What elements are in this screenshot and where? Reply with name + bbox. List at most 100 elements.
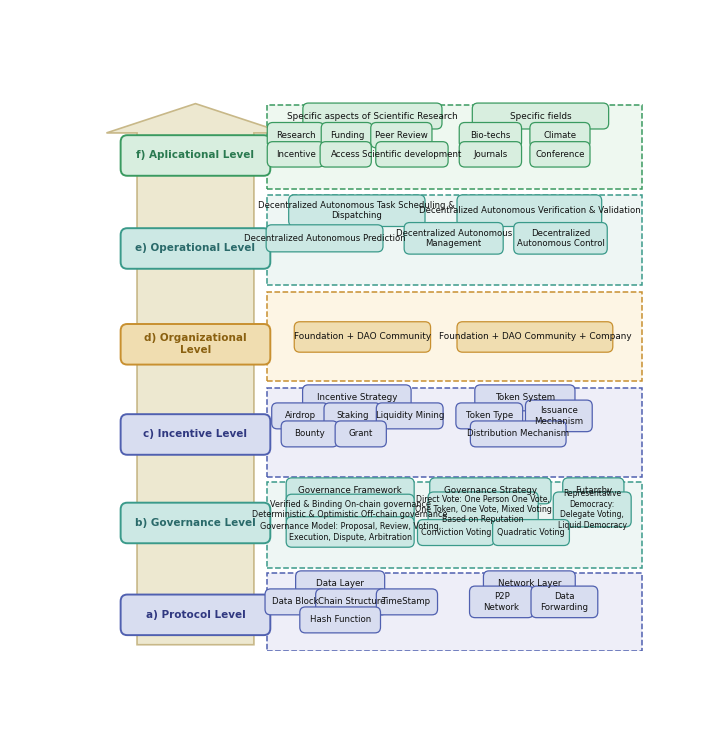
Text: Distribution Mechanism: Distribution Mechanism xyxy=(467,430,569,438)
FancyBboxPatch shape xyxy=(316,589,387,615)
Text: c) Incentive Level: c) Incentive Level xyxy=(144,430,248,439)
FancyBboxPatch shape xyxy=(265,589,326,615)
Bar xyxy=(266,195,642,285)
Text: Verified & Binding On-chain governance
Deterministic & Optimistic Off-chain gove: Verified & Binding On-chain governance D… xyxy=(253,500,448,519)
FancyBboxPatch shape xyxy=(428,492,538,527)
Text: Representative
Democracy:
Delegate Voting,
Liquid Democracy: Representative Democracy: Delegate Votin… xyxy=(558,490,627,529)
FancyBboxPatch shape xyxy=(554,492,631,527)
Text: Token Type: Token Type xyxy=(466,411,513,420)
Text: d) Organizational
Level: d) Organizational Level xyxy=(144,334,247,355)
Text: Decentralized Autonomous Verification & Validation: Decentralized Autonomous Verification & … xyxy=(419,206,640,215)
FancyBboxPatch shape xyxy=(267,122,324,148)
FancyBboxPatch shape xyxy=(493,520,569,545)
FancyBboxPatch shape xyxy=(121,503,270,543)
FancyBboxPatch shape xyxy=(294,322,431,352)
Text: b) Governance Level: b) Governance Level xyxy=(135,518,256,528)
Text: e) Operational Level: e) Operational Level xyxy=(136,244,256,253)
FancyBboxPatch shape xyxy=(267,142,324,167)
Text: Incentive Strategy: Incentive Strategy xyxy=(317,393,397,403)
FancyBboxPatch shape xyxy=(121,414,270,455)
Text: Climate: Climate xyxy=(544,131,577,140)
Text: P2P
Network: P2P Network xyxy=(483,592,520,611)
FancyBboxPatch shape xyxy=(281,421,338,447)
Text: Bounty: Bounty xyxy=(294,430,325,438)
FancyBboxPatch shape xyxy=(296,571,385,597)
FancyBboxPatch shape xyxy=(404,223,503,254)
Text: Decentralized Autonomous Task Scheduling &
Dispatching: Decentralized Autonomous Task Scheduling… xyxy=(258,201,455,220)
Text: Grant: Grant xyxy=(348,430,373,438)
Text: Futarchy: Futarchy xyxy=(574,486,612,496)
Text: Decentralized Autonomous
Management: Decentralized Autonomous Management xyxy=(396,228,512,248)
FancyBboxPatch shape xyxy=(470,421,566,447)
FancyBboxPatch shape xyxy=(470,586,533,618)
FancyBboxPatch shape xyxy=(563,478,624,504)
Text: Governance Strategy: Governance Strategy xyxy=(444,486,537,496)
FancyBboxPatch shape xyxy=(530,122,590,148)
FancyBboxPatch shape xyxy=(483,571,575,597)
FancyBboxPatch shape xyxy=(376,403,443,429)
Text: Access: Access xyxy=(331,150,360,159)
Text: Data
Forwarding: Data Forwarding xyxy=(541,592,589,611)
Text: Specific aspects of Scientific Research: Specific aspects of Scientific Research xyxy=(287,111,458,121)
Text: Airdrop: Airdrop xyxy=(284,411,316,420)
Text: Incentive: Incentive xyxy=(276,150,316,159)
Text: Scientific development: Scientific development xyxy=(363,150,462,159)
FancyBboxPatch shape xyxy=(324,403,381,429)
Text: Foundation + DAO Community: Foundation + DAO Community xyxy=(294,332,431,341)
Text: Governance Model: Proposal, Review, Voting,
Execution, Dispute, Arbitration: Governance Model: Proposal, Review, Voti… xyxy=(260,523,441,542)
FancyBboxPatch shape xyxy=(321,122,373,148)
Text: Liquidity Mining: Liquidity Mining xyxy=(376,411,444,420)
Text: Foundation + DAO Community + Company: Foundation + DAO Community + Company xyxy=(439,332,631,341)
Text: Bio-techs: Bio-techs xyxy=(470,131,510,140)
Text: Quadratic Voting: Quadratic Voting xyxy=(497,528,565,537)
Text: Funding: Funding xyxy=(330,131,364,140)
Text: Direct Vote: One Person One Vote,
One Token, One Vote, Mixed Voting
Based on Rep: Direct Vote: One Person One Vote, One To… xyxy=(415,495,551,524)
Bar xyxy=(266,482,642,568)
Bar xyxy=(266,105,642,190)
FancyBboxPatch shape xyxy=(531,586,598,618)
Text: Chain Structure: Chain Structure xyxy=(317,597,385,606)
FancyBboxPatch shape xyxy=(121,324,270,365)
FancyBboxPatch shape xyxy=(289,195,425,226)
FancyBboxPatch shape xyxy=(460,122,521,148)
Text: Governance Framework: Governance Framework xyxy=(298,486,402,496)
FancyBboxPatch shape xyxy=(472,103,609,129)
Text: Issuance
Mechanism: Issuance Mechanism xyxy=(534,406,584,425)
FancyBboxPatch shape xyxy=(376,142,448,167)
FancyBboxPatch shape xyxy=(335,421,386,447)
FancyBboxPatch shape xyxy=(302,385,411,411)
FancyBboxPatch shape xyxy=(460,142,521,167)
Bar xyxy=(266,292,642,381)
FancyBboxPatch shape xyxy=(417,520,494,545)
FancyBboxPatch shape xyxy=(457,195,602,226)
FancyBboxPatch shape xyxy=(530,142,590,167)
Text: Data Block: Data Block xyxy=(272,597,319,606)
FancyBboxPatch shape xyxy=(300,607,381,633)
Text: Token System: Token System xyxy=(495,393,555,403)
FancyBboxPatch shape xyxy=(303,103,442,129)
Text: Network Layer: Network Layer xyxy=(498,579,561,589)
Text: Staking: Staking xyxy=(336,411,368,420)
Text: Research: Research xyxy=(276,131,315,140)
FancyBboxPatch shape xyxy=(475,385,575,411)
Text: Decentralized
Autonomous Control: Decentralized Autonomous Control xyxy=(516,228,605,248)
Text: f) Aplicational Level: f) Aplicational Level xyxy=(136,151,254,160)
Text: Decentralized Autonomous Prediction: Decentralized Autonomous Prediction xyxy=(243,234,406,243)
FancyBboxPatch shape xyxy=(286,478,414,504)
Text: Conference: Conference xyxy=(535,150,584,159)
Text: Specific fields: Specific fields xyxy=(510,111,572,121)
Text: Conviction Voting: Conviction Voting xyxy=(421,528,491,537)
Text: TimeStamp: TimeStamp xyxy=(383,597,432,606)
FancyBboxPatch shape xyxy=(370,122,432,148)
FancyBboxPatch shape xyxy=(457,322,613,352)
FancyBboxPatch shape xyxy=(376,589,437,615)
FancyBboxPatch shape xyxy=(266,225,383,252)
FancyBboxPatch shape xyxy=(271,403,328,429)
Text: Data Layer: Data Layer xyxy=(316,579,364,589)
FancyBboxPatch shape xyxy=(320,142,371,167)
Bar xyxy=(266,572,642,651)
FancyBboxPatch shape xyxy=(456,403,523,429)
Text: Peer Review: Peer Review xyxy=(375,131,428,140)
Text: a) Protocol Level: a) Protocol Level xyxy=(146,610,246,620)
FancyBboxPatch shape xyxy=(121,228,270,269)
